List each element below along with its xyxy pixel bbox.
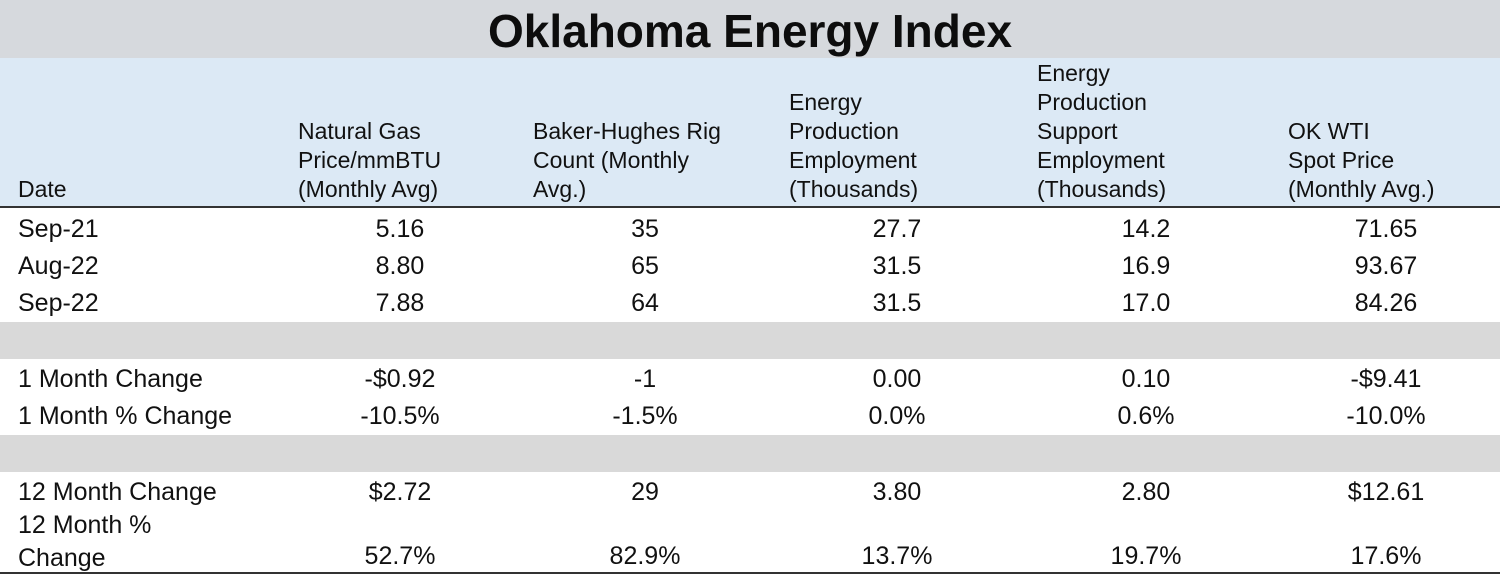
cell-wti-price: -$9.41 xyxy=(1350,365,1422,393)
row-label: 1 Month % Change xyxy=(18,402,233,430)
cell-production-employment: 27.7 xyxy=(872,215,922,243)
header-line: (Monthly Avg.) xyxy=(1288,176,1435,202)
header-line: Baker-Hughes Rig xyxy=(533,118,721,144)
header-line: Count (Monthly xyxy=(533,147,689,173)
header-line: Employment xyxy=(789,147,917,173)
header-line: Energy xyxy=(1037,60,1110,86)
cell-production-employment: 0.0% xyxy=(868,402,926,430)
table-title: Oklahoma Energy Index xyxy=(487,5,1013,57)
cell-production-employment: 31.5 xyxy=(872,289,922,317)
header-line: (Thousands) xyxy=(1037,176,1167,202)
cell-support-employment: 0.10 xyxy=(1121,365,1171,393)
header-line: Employment xyxy=(1037,147,1165,173)
cell-natural-gas: -10.5% xyxy=(360,402,440,430)
cell-natural-gas: -$0.92 xyxy=(364,365,436,393)
cell-rig-count: 82.9% xyxy=(609,542,681,570)
cell-rig-count: 65 xyxy=(631,252,659,280)
cell-rig-count: 29 xyxy=(631,478,659,506)
section-divider xyxy=(0,435,1500,472)
table-row: 12 Month Change $2.72 29 3.80 2.80 $12.6… xyxy=(0,474,1500,511)
cell-natural-gas: 5.16 xyxy=(375,215,425,243)
cell-support-employment: 14.2 xyxy=(1121,215,1171,243)
section-divider xyxy=(0,322,1500,359)
cell-rig-count: 35 xyxy=(631,215,659,243)
header-line: (Monthly Avg) xyxy=(298,176,439,202)
cell-natural-gas: $2.72 xyxy=(368,478,432,506)
cell-natural-gas: 8.80 xyxy=(375,252,425,280)
cell-wti-price: -10.0% xyxy=(1346,402,1426,430)
cell-support-employment: 0.6% xyxy=(1117,402,1175,430)
bottom-rule xyxy=(0,572,1500,574)
header-wti-price: OK WTI Spot Price (Monthly Avg.) xyxy=(1288,117,1435,204)
table-row: 12 Month % Change 52.7% 82.9% 13.7% 19.7… xyxy=(0,509,1500,575)
header-line: Natural Gas xyxy=(298,118,421,144)
cell-wti-price: 84.26 xyxy=(1354,289,1418,317)
header-line: OK WTI xyxy=(1288,118,1370,144)
header-production-employment: Energy Production Employment (Thousands) xyxy=(789,88,918,204)
table-row: 1 Month % Change -10.5% -1.5% 0.0% 0.6% … xyxy=(0,398,1500,435)
header-line: Spot Price xyxy=(1288,147,1395,173)
table-row: Aug-22 8.80 65 31.5 16.9 93.67 xyxy=(0,248,1500,285)
row-label: Aug-22 xyxy=(18,252,99,280)
header-support-employment: Energy Production Support Employment (Th… xyxy=(1037,59,1166,204)
header-line: Production xyxy=(1037,89,1147,115)
cell-rig-count: 64 xyxy=(631,289,659,317)
cell-production-employment: 13.7% xyxy=(861,542,933,570)
cell-rig-count: -1.5% xyxy=(612,402,678,430)
header-line: (Thousands) xyxy=(789,176,919,202)
cell-support-employment: 17.0 xyxy=(1121,289,1171,317)
cell-support-employment: 2.80 xyxy=(1121,478,1171,506)
header-line: Avg.) xyxy=(533,176,587,202)
header-line: Energy xyxy=(789,89,862,115)
cell-production-employment: 0.00 xyxy=(872,365,922,393)
header-rig-count: Baker-Hughes Rig Count (Monthly Avg.) xyxy=(533,117,721,204)
cell-wti-price: $12.61 xyxy=(1347,478,1425,506)
cell-support-employment: 19.7% xyxy=(1110,542,1182,570)
cell-natural-gas: 7.88 xyxy=(375,289,425,317)
row-label-line: Change xyxy=(18,544,106,572)
table-header: Date Natural Gas Price/mmBTU (Monthly Av… xyxy=(0,58,1500,208)
table-row: 1 Month Change -$0.92 -1 0.00 0.10 -$9.4… xyxy=(0,361,1500,398)
table-row: Sep-21 5.16 35 27.7 14.2 71.65 xyxy=(0,211,1500,248)
cell-production-employment: 3.80 xyxy=(872,478,922,506)
cell-wti-price: 17.6% xyxy=(1350,542,1422,570)
cell-production-employment: 31.5 xyxy=(872,252,922,280)
cell-natural-gas: 52.7% xyxy=(364,542,436,570)
title-bar: Oklahoma Energy Index xyxy=(0,0,1500,58)
header-date: Date xyxy=(18,175,67,204)
cell-rig-count: -1 xyxy=(633,365,657,393)
row-label: 12 Month Change xyxy=(18,478,217,506)
table-row: Sep-22 7.88 64 31.5 17.0 84.26 xyxy=(0,285,1500,322)
header-line: Support xyxy=(1037,118,1118,144)
row-label: 1 Month Change xyxy=(18,365,203,393)
cell-wti-price: 93.67 xyxy=(1354,252,1418,280)
header-line: Production xyxy=(789,118,899,144)
header-line: Date xyxy=(18,176,67,202)
row-label: 12 Month % Change xyxy=(18,509,151,575)
row-label: Sep-21 xyxy=(18,215,99,243)
cell-wti-price: 71.65 xyxy=(1354,215,1418,243)
header-natural-gas: Natural Gas Price/mmBTU (Monthly Avg) xyxy=(298,117,441,204)
header-line: Price/mmBTU xyxy=(298,147,442,173)
row-label-line: 12 Month % xyxy=(18,511,152,539)
cell-support-employment: 16.9 xyxy=(1121,252,1171,280)
row-label: Sep-22 xyxy=(18,289,99,317)
